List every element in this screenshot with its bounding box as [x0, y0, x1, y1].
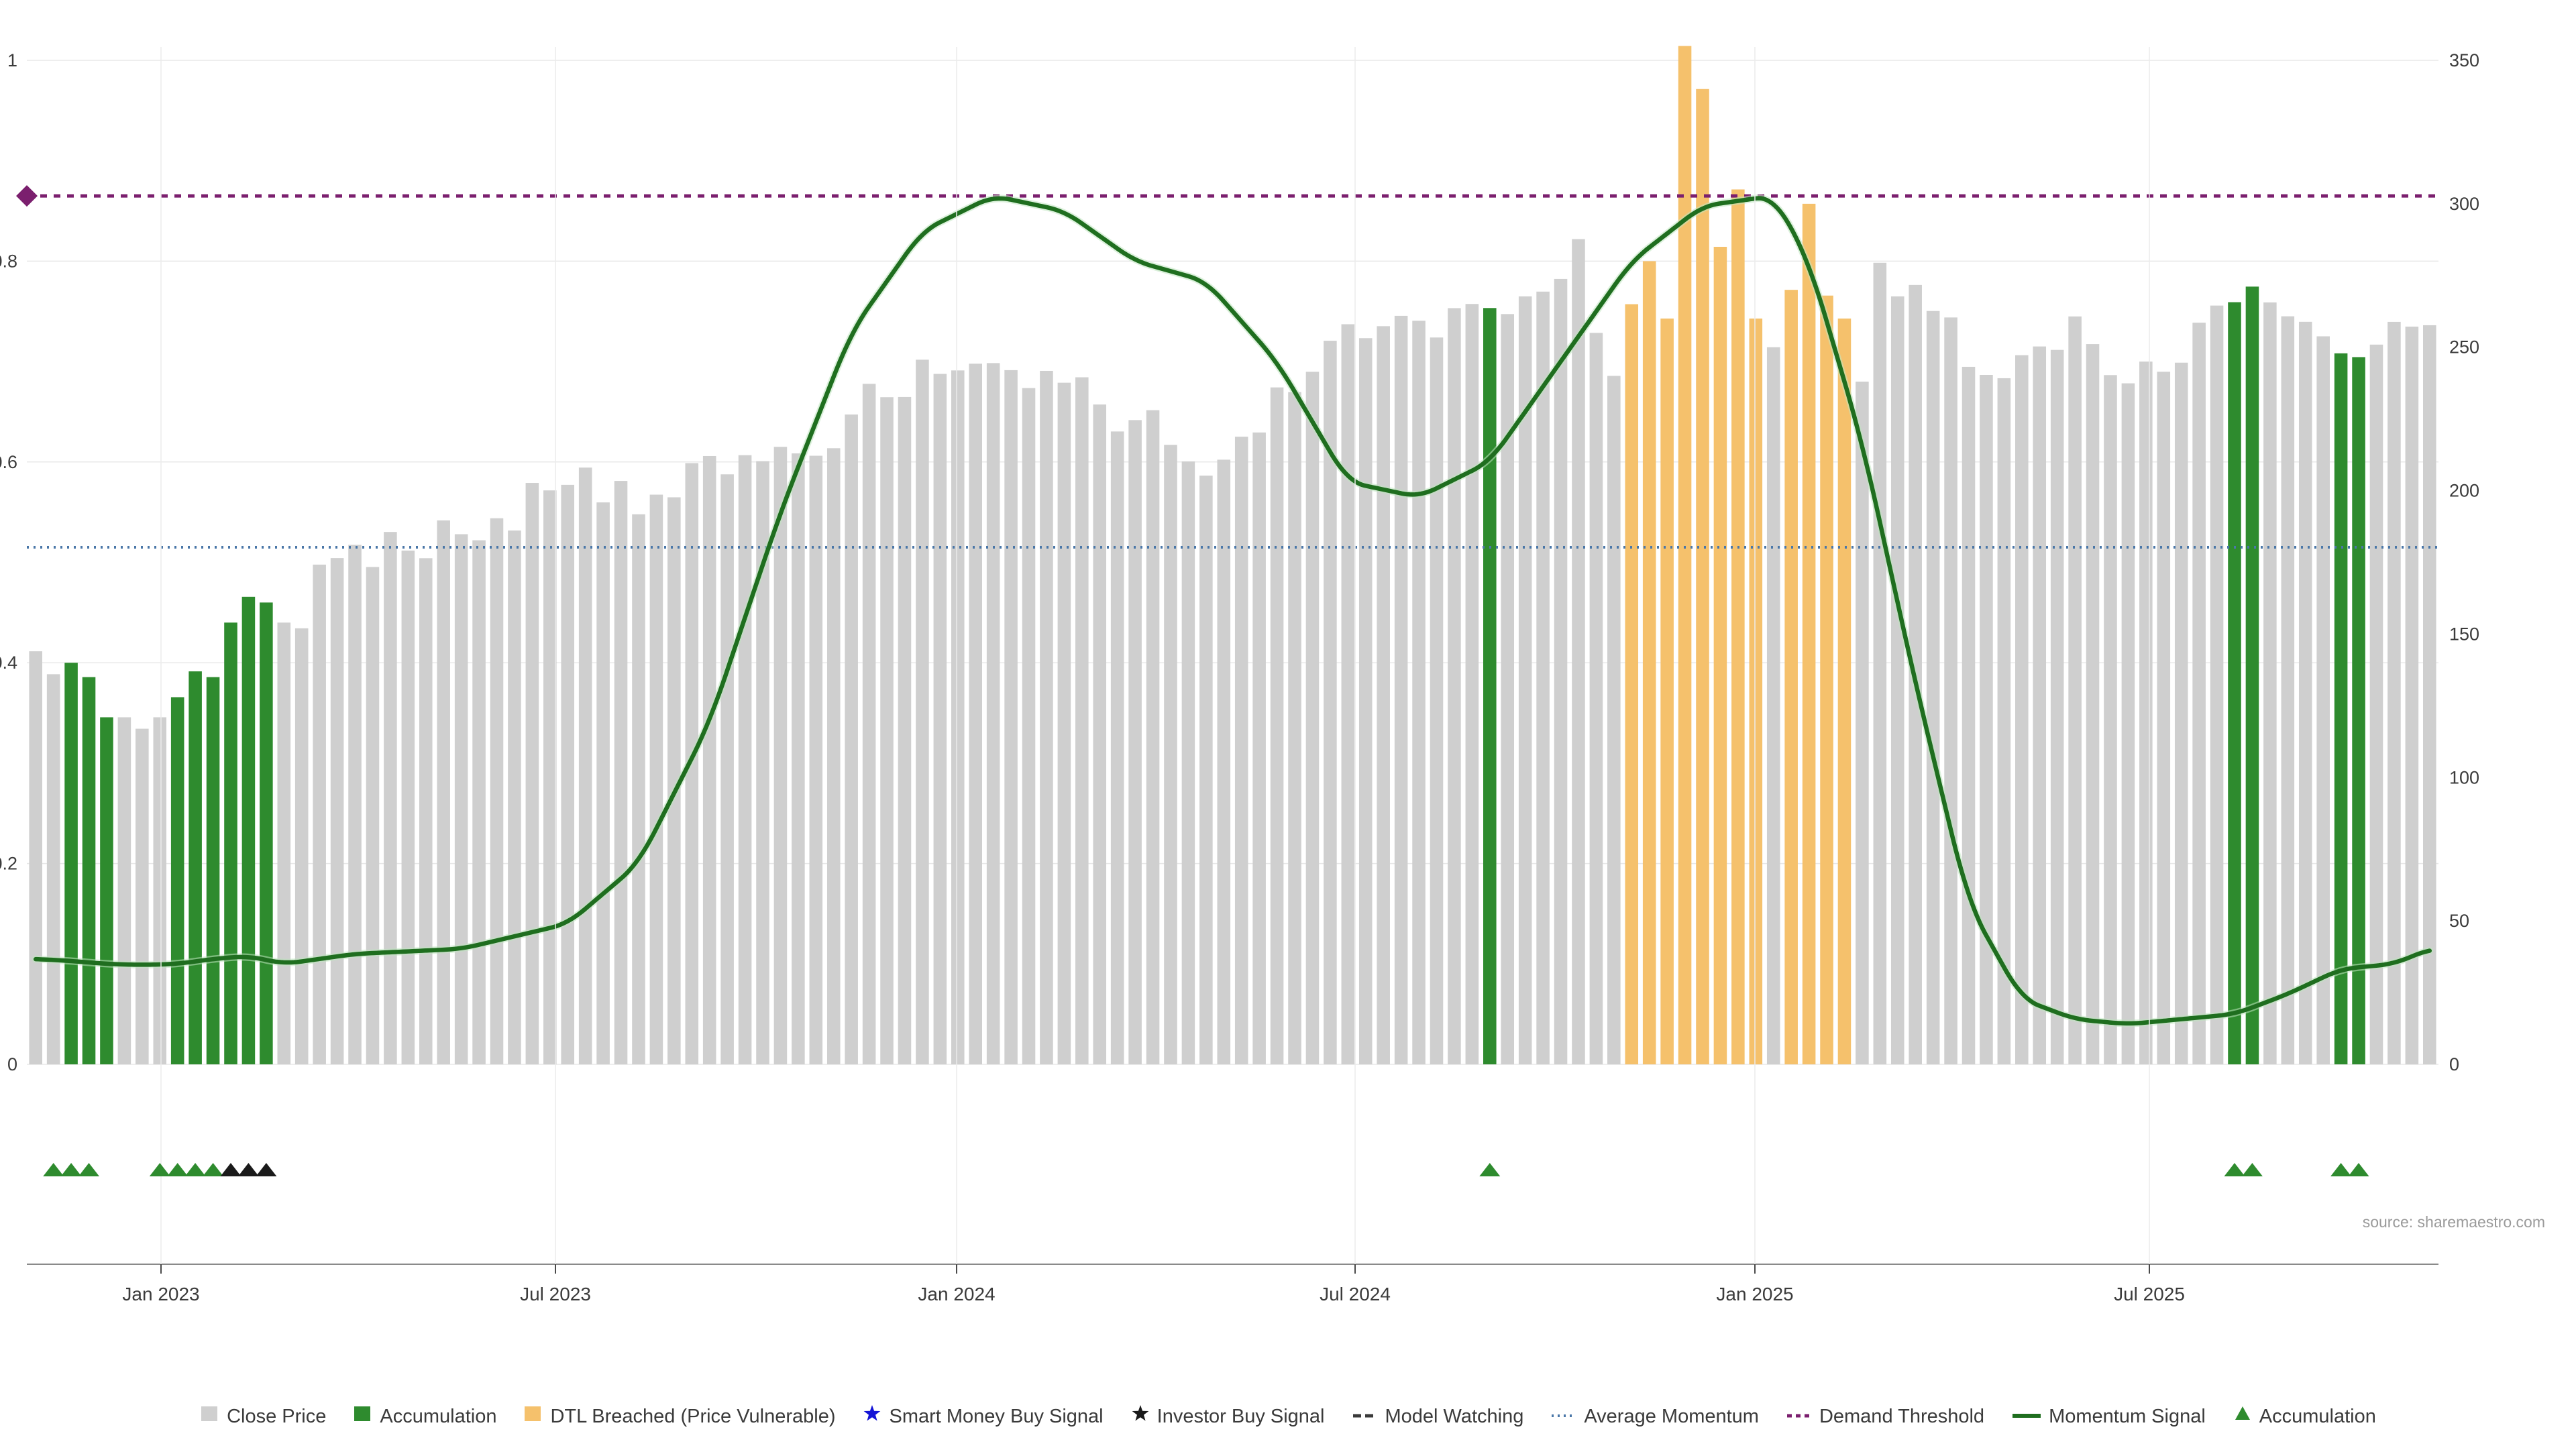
svg-text:0: 0 [7, 1054, 17, 1074]
svg-text:0.6: 0.6 [0, 452, 17, 472]
svg-text:150: 150 [2449, 624, 2479, 644]
svg-text:Jul 2025: Jul 2025 [2114, 1284, 2185, 1304]
svg-text:350: 350 [2449, 50, 2479, 70]
svg-text:source: sharemaestro.com: source: sharemaestro.com [2363, 1213, 2545, 1231]
svg-text:0.4: 0.4 [0, 653, 17, 673]
svg-text:Jul 2023: Jul 2023 [520, 1284, 591, 1304]
svg-text:250: 250 [2449, 337, 2479, 357]
svg-text:0: 0 [2449, 1054, 2459, 1074]
svg-text:0.2: 0.2 [0, 854, 17, 874]
svg-text:Jul 2024: Jul 2024 [1320, 1284, 1391, 1304]
svg-text:50: 50 [2449, 911, 2469, 931]
svg-text:100: 100 [2449, 767, 2479, 787]
svg-text:Jan 2025: Jan 2025 [1716, 1284, 1793, 1304]
svg-text:1: 1 [7, 50, 17, 70]
svg-text:300: 300 [2449, 194, 2479, 214]
svg-text:Jan 2023: Jan 2023 [122, 1284, 199, 1304]
svg-text:0.8: 0.8 [0, 251, 17, 271]
svg-text:Jan 2024: Jan 2024 [918, 1284, 995, 1304]
svg-text:200: 200 [2449, 481, 2479, 501]
